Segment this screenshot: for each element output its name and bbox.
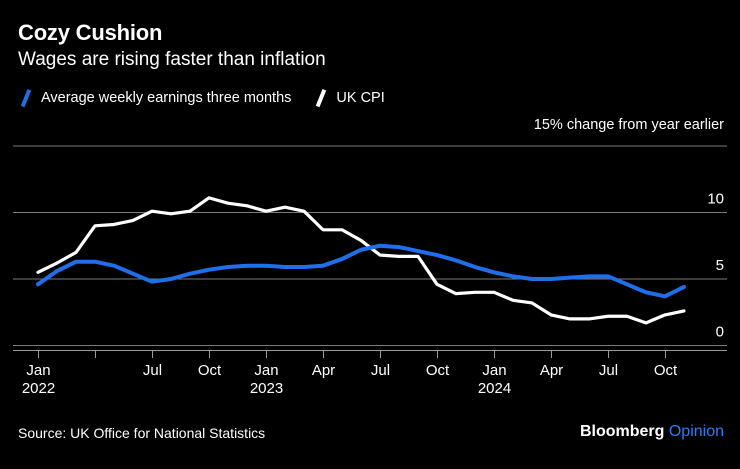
x-axis-tick-label: Oct	[198, 362, 222, 379]
x-axis-year-label: 2023	[250, 380, 283, 397]
legend-label-cpi: UK CPI	[336, 90, 385, 106]
x-axis-tick-label: Oct	[426, 362, 450, 379]
page-title: Cozy Cushion	[18, 20, 163, 45]
y-axis-tick-label: 0	[716, 324, 724, 341]
x-axis-year-label: 2024	[478, 380, 511, 397]
page-subtitle: Wages are rising faster than inflation	[18, 49, 326, 70]
y-axis-tick-label: 5	[716, 257, 724, 274]
series-line-uk-cpi	[36, 196, 686, 325]
y-axis-caption: 15% change from year earlier	[533, 117, 724, 133]
series-line-average-weekly-earnings	[36, 243, 686, 299]
y-axis-tick-label: 10	[707, 191, 724, 208]
x-axis-year-label: 2022	[22, 380, 55, 397]
chart-legend: Average weekly earnings three months UK …	[18, 88, 407, 108]
x-axis-tick-label: Jul	[371, 362, 390, 379]
brand-bloomberg: Bloomberg	[579, 423, 665, 440]
x-axis-tick-label: Apr	[540, 362, 563, 379]
x-axis-tick-label: Oct	[654, 362, 678, 379]
x-axis-tick-label: Jan	[26, 362, 50, 379]
x-axis-tick-label: Jul	[599, 362, 618, 379]
source-note: Source: UK Office for National Statistic…	[18, 425, 266, 441]
x-axis-tick-label: Jan	[254, 362, 278, 379]
legend-item-cpi[interactable]: UK CPI	[313, 88, 385, 108]
legend-item-awe[interactable]: Average weekly earnings three months	[18, 88, 292, 108]
brand-opinion: Opinion	[668, 423, 724, 440]
x-axis-tick-label: Jan	[482, 362, 506, 379]
legend-label-awe: Average weekly earnings three months	[41, 90, 292, 106]
x-axis-tick-label: Jul	[143, 362, 162, 379]
bloomberg-opinion-logo: Bloomberg Opinion	[580, 423, 724, 441]
x-axis-tick-label: Apr	[312, 362, 335, 379]
